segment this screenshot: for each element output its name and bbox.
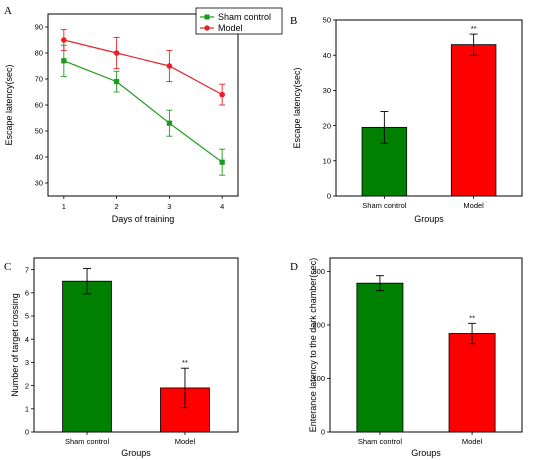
bar-2: [450, 44, 497, 197]
y-tick-label: 70: [35, 75, 43, 84]
y-tick-label: 10: [323, 157, 331, 166]
y-tick-label: 2: [25, 381, 29, 390]
y-tick-label: 30: [323, 86, 331, 95]
plot-frame: [33, 257, 239, 433]
series-line-2: [63, 39, 223, 96]
y-axis-label: Escape latency(sec): [292, 67, 302, 148]
series-line-1: [63, 60, 223, 163]
y-tick-label: 80: [35, 49, 43, 58]
significance-label: **: [471, 24, 477, 33]
y-tick-label: 100: [312, 374, 325, 383]
y-tick-label: 3: [25, 358, 29, 367]
x-tick-label: Model: [462, 437, 483, 446]
x-axis-label: Days of training: [112, 214, 175, 224]
y-tick-label: 0: [321, 428, 325, 437]
y-tick-label: 6: [25, 289, 29, 298]
x-tick-label: 3: [167, 202, 171, 211]
plot-frame: [335, 19, 523, 197]
y-tick-label: 5: [25, 312, 29, 321]
y-tick-label: 4: [25, 335, 29, 344]
panel-c: C 0 1 2 3 4 5 6 7 Number of target crossing Groups…: [4, 257, 239, 458]
x-tick-label: Sham control: [358, 437, 403, 446]
x-tick-label: 4: [220, 202, 224, 211]
panel-b: B 0 10 20 30 40 50 Escape latency(sec) Groups Sha…: [290, 15, 523, 224]
data-point: [114, 79, 120, 85]
y-tick-label: 7: [25, 265, 29, 274]
panel-letter: A: [4, 5, 12, 17]
y-tick-label: 40: [323, 51, 331, 60]
y-tick-label: 1: [25, 405, 29, 414]
data-point: [166, 120, 172, 126]
y-tick-label: 20: [323, 121, 331, 130]
bar-1: [62, 280, 112, 433]
x-axis-label: Groups: [121, 448, 151, 458]
y-tick-label: 50: [323, 16, 331, 25]
x-tick-label: Model: [463, 201, 484, 210]
x-axis-label: Groups: [411, 448, 441, 458]
y-tick-label: 50: [35, 127, 43, 136]
legend-box: [195, 7, 283, 35]
legend-label: Sham control: [218, 12, 271, 22]
plot-frame: [47, 13, 239, 197]
y-tick-label: 0: [327, 192, 331, 201]
plot-frame: [329, 257, 523, 433]
data-point: [61, 37, 67, 43]
data-point: [219, 159, 225, 165]
data-point: [219, 91, 225, 98]
data-point: [61, 58, 67, 64]
y-tick-label: 300: [312, 267, 325, 276]
y-tick-label: 60: [35, 101, 43, 110]
x-axis-label: Groups: [414, 214, 444, 224]
panel-letter: C: [4, 261, 11, 273]
significance-label: **: [469, 313, 475, 322]
panel-letter: D: [290, 261, 298, 273]
x-tick-label: Sham control: [362, 201, 407, 210]
x-tick-label: Sham control: [65, 437, 110, 446]
data-point: [166, 63, 173, 69]
y-tick-label: 40: [35, 153, 43, 162]
x-tick-label: 1: [62, 202, 66, 211]
significance-label: **: [182, 358, 188, 367]
legend-marker: [204, 14, 210, 20]
y-tick-label: 30: [35, 179, 43, 188]
panel-a: A 30 40 50 60 70 80 90 Escape latency(sec) Days o…: [4, 5, 283, 224]
bar-2: [448, 333, 496, 433]
panel-letter: B: [290, 15, 297, 27]
y-tick-label: 200: [312, 321, 325, 330]
x-tick-label: Model: [175, 437, 196, 446]
y-axis-label: Escape latency(sec): [4, 64, 14, 145]
y-tick-label: 0: [25, 428, 29, 437]
y-tick-label: 90: [35, 23, 43, 32]
data-point: [113, 50, 120, 56]
y-axis-label: Enterance latency to the dark chamber(se…: [308, 258, 318, 433]
legend-marker: [204, 25, 210, 31]
legend-label: Model: [218, 23, 243, 33]
x-tick-label: 2: [115, 202, 119, 211]
bar-1: [356, 282, 404, 433]
y-axis-label: Number of target crossing: [10, 293, 20, 397]
